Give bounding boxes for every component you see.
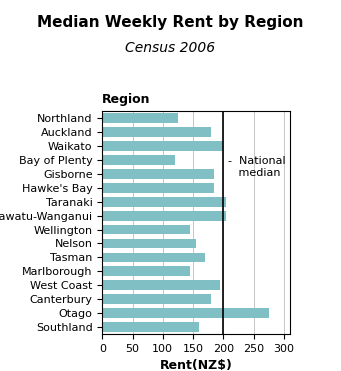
Bar [102, 155, 175, 165]
Bar [102, 141, 223, 151]
Bar [102, 253, 205, 262]
Text: Region: Region [102, 93, 151, 106]
Text: -  National
   median: - National median [228, 156, 286, 178]
Bar [102, 127, 211, 137]
Bar [102, 114, 178, 123]
Bar [102, 183, 214, 193]
Bar [102, 280, 220, 290]
Bar [102, 239, 196, 248]
Bar [102, 322, 199, 332]
Bar [102, 266, 190, 276]
Bar [102, 169, 214, 179]
Bar [102, 308, 269, 318]
Text: Median Weekly Rent by Region: Median Weekly Rent by Region [37, 15, 304, 30]
X-axis label: Rent(NZ$): Rent(NZ$) [160, 359, 233, 371]
Bar [102, 294, 211, 304]
Bar [102, 211, 226, 220]
Text: Census 2006: Census 2006 [125, 41, 216, 55]
Bar [102, 197, 226, 207]
Bar [102, 225, 190, 234]
